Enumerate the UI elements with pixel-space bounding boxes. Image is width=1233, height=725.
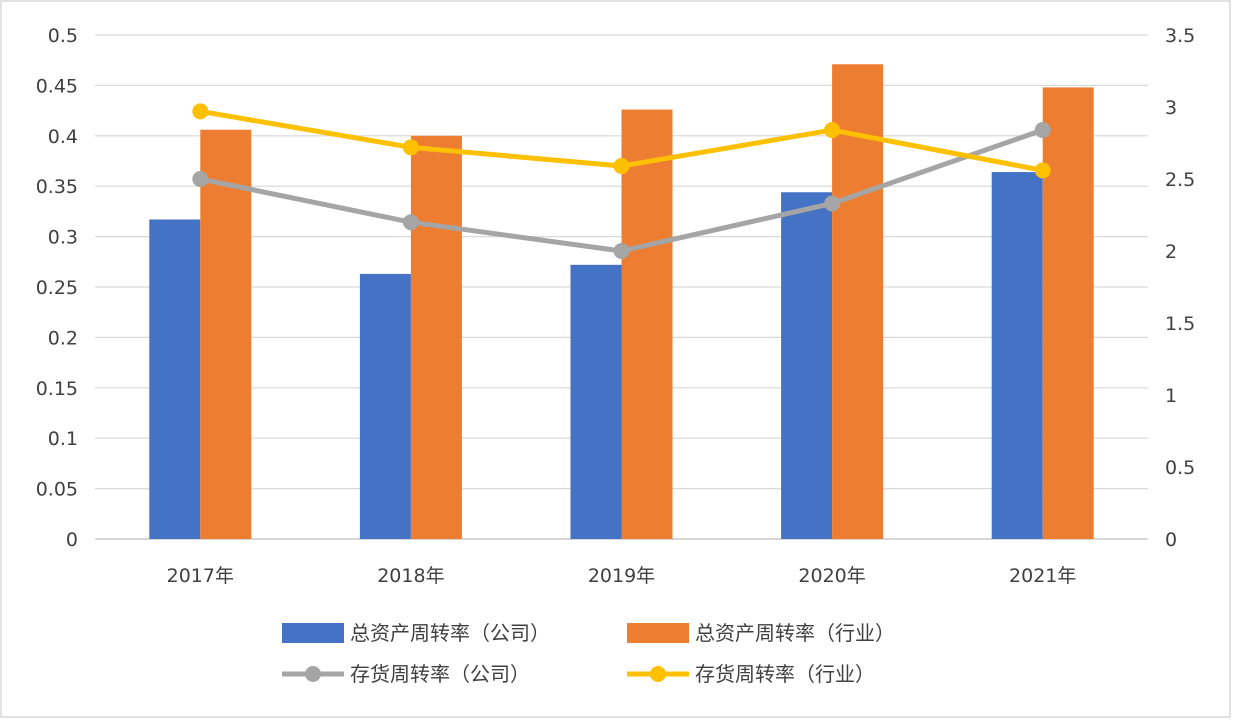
- legend-marker: [305, 666, 321, 682]
- right-tick-label: 3.5: [1165, 25, 1195, 47]
- right-axis: 0 0.5 1 1.5 2 2.5 3 3.5: [1165, 25, 1195, 551]
- line-point: [1034, 162, 1051, 179]
- bar-industry-asset-turnover: [832, 64, 884, 540]
- line-point: [1034, 122, 1051, 139]
- legend-label: 存货周转率（行业）: [695, 662, 875, 686]
- bar-company-asset-turnover: [149, 219, 201, 540]
- right-tick-label: 0.5: [1165, 457, 1195, 479]
- left-tick-label: 0.45: [36, 75, 78, 97]
- right-tick-label: 3: [1165, 97, 1177, 119]
- line-point: [824, 122, 841, 139]
- right-tick-label: 0: [1165, 529, 1177, 551]
- line-point: [402, 214, 419, 231]
- left-tick-label: 0: [66, 529, 78, 551]
- x-axis: 2017年 2018年 2019年 2020年 2021年: [167, 565, 1077, 587]
- left-tick-label: 0.25: [36, 277, 78, 299]
- bar-company-asset-turnover: [570, 264, 622, 539]
- bar-company-asset-turnover: [991, 172, 1043, 539]
- bar-industry-asset-turnover: [410, 135, 462, 540]
- left-tick-label: 0.2: [48, 327, 78, 349]
- x-tick-label: 2021年: [1009, 565, 1076, 587]
- left-tick-label: 0.5: [48, 25, 78, 47]
- legend-swatch: [282, 623, 344, 643]
- left-tick-label: 0.15: [36, 378, 78, 400]
- x-tick-label: 2019年: [588, 565, 655, 587]
- bar-company-asset-turnover: [781, 192, 833, 540]
- bar-industry-asset-turnover: [1042, 87, 1094, 539]
- x-tick-label: 2017年: [167, 565, 234, 587]
- right-tick-label: 2.5: [1165, 169, 1195, 191]
- legend-swatch: [627, 623, 689, 643]
- bar-industry-asset-turnover: [200, 129, 252, 539]
- lines: [192, 103, 1051, 259]
- right-tick-label: 1: [1165, 385, 1177, 407]
- legend-label: 总资产周转率（公司）: [350, 621, 550, 645]
- line-point: [613, 243, 630, 259]
- bars: [149, 64, 1094, 540]
- right-tick-label: 2: [1165, 241, 1177, 263]
- left-tick-label: 0.05: [36, 479, 78, 501]
- legend: 总资产周转率（公司） 总资产周转率（行业） 存货周转率（公司） 存货周转率（行业）: [282, 621, 895, 686]
- line-point: [402, 139, 419, 156]
- legend-label: 存货周转率（公司）: [350, 662, 530, 686]
- legend-marker: [650, 666, 666, 682]
- left-tick-label: 0.4: [48, 126, 78, 148]
- line-point: [192, 103, 209, 120]
- left-tick-label: 0.3: [48, 227, 78, 249]
- x-tick-label: 2018年: [377, 565, 444, 587]
- bar-company-asset-turnover: [359, 273, 411, 539]
- legend-label: 总资产周转率（行业）: [695, 621, 895, 645]
- right-tick-label: 1.5: [1165, 313, 1195, 335]
- bar-industry-asset-turnover: [621, 109, 673, 539]
- line-point: [192, 171, 209, 187]
- left-axis: 0 0.05 0.1 0.15 0.2 0.25 0.3 0.35 0.4 0.45 0.5: [36, 25, 78, 551]
- x-tick-label: 2020年: [798, 565, 865, 587]
- line-point: [824, 195, 841, 212]
- line-point: [613, 158, 630, 175]
- left-tick-label: 0.35: [36, 176, 78, 198]
- left-tick-label: 0.1: [48, 428, 78, 450]
